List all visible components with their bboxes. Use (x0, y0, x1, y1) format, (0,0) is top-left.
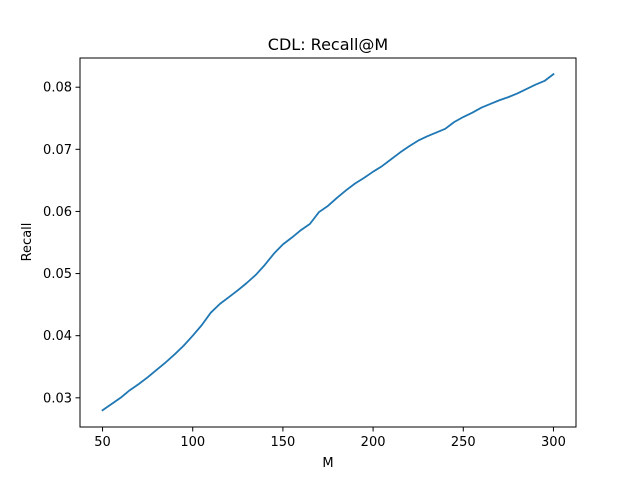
y-tick-label: 0.03 (43, 391, 72, 406)
series-line (101, 72, 555, 412)
x-tick-label: 250 (451, 435, 476, 450)
x-tick-label: 200 (361, 435, 386, 450)
x-tick-label: 50 (94, 435, 111, 450)
x-tick-label: 300 (541, 435, 566, 450)
y-axis-ticks: 0.03 0.04 0.05 0.06 0.07 0.08 (43, 81, 80, 406)
chart-title: CDL: Recall@M (268, 35, 388, 54)
y-tick-label: 0.07 (43, 143, 72, 158)
plot-area-frame (79, 57, 577, 428)
x-axis-ticks: 50 100 150 200 250 300 (94, 427, 566, 450)
y-axis-label: Recall (20, 223, 35, 262)
y-tick-label: 0.04 (43, 329, 72, 344)
series-layer (101, 72, 555, 412)
x-tick-label: 150 (270, 435, 295, 450)
y-tick-label: 0.08 (43, 81, 72, 96)
x-axis-label: M (322, 456, 333, 471)
x-tick-label: 100 (180, 435, 205, 450)
y-tick-label: 0.05 (43, 267, 72, 282)
y-tick-label: 0.06 (43, 205, 72, 220)
